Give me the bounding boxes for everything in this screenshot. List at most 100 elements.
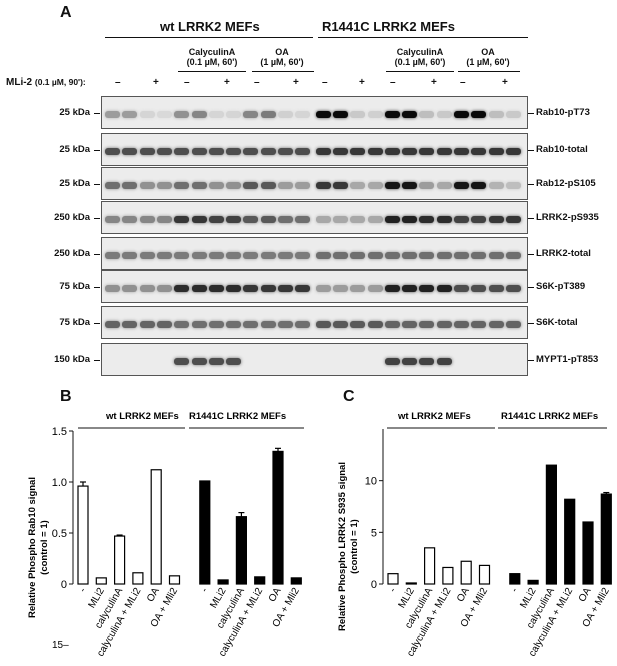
mli2-sign-6: – <box>322 77 328 88</box>
blot-7-band-6 <box>208 357 224 365</box>
blot-1-band-0 <box>105 147 120 155</box>
blot-3-band-0 <box>105 215 120 223</box>
blot-2-band-10 <box>278 181 293 189</box>
chart-0-y-tick-label-2: 1.0 <box>52 477 67 489</box>
blot-6-band-8 <box>243 320 259 328</box>
blot-1-band-14 <box>350 147 366 155</box>
blot-0-band-8 <box>243 110 259 118</box>
chart-1-bar-0-2 <box>423 547 436 585</box>
blot-3-label-tick <box>528 217 534 219</box>
mli2-sign-4: – <box>254 77 260 88</box>
chart-1-bar-0-3 <box>442 566 454 585</box>
chart-1-bar-1-0 <box>509 573 521 585</box>
chart-1-bar-1-2 <box>545 464 557 585</box>
panel-a-letter: A <box>60 4 72 21</box>
blot-1-band-9 <box>260 147 276 155</box>
blot-1-label: Rab10-total <box>536 143 588 155</box>
blot-6-band-13 <box>332 320 348 328</box>
blot-5-band-14 <box>350 284 366 292</box>
calyculin-wt-label: CalyculinA (0.1 µM, 60') <box>186 47 238 67</box>
blot-4-kda-tick <box>94 253 100 255</box>
blot-3-band-19 <box>436 215 452 223</box>
blot-0-kda-marker: 25 kDa <box>59 106 90 118</box>
blot-1-band-21 <box>471 147 487 155</box>
blot-3-band-14 <box>350 215 366 223</box>
blot-3-band-5 <box>191 215 207 223</box>
blot-1-band-17 <box>402 147 418 155</box>
blot-1-band-4 <box>174 147 190 155</box>
blot-0-band-23 <box>505 110 521 118</box>
blot-2-band-21 <box>471 181 487 189</box>
blot-2-band-23 <box>505 181 521 189</box>
blot-1-band-6 <box>208 147 224 155</box>
blot-4-band-5 <box>191 251 207 259</box>
blot-3-band-7 <box>226 215 242 223</box>
blot-4-kda-marker: 250 kDa <box>54 247 90 259</box>
blot-5-band-6 <box>208 284 224 292</box>
blot-6-band-4 <box>174 320 190 328</box>
blot-1-band-8 <box>243 147 259 155</box>
blot-4-band-16 <box>384 251 400 259</box>
blot-1-band-12 <box>315 147 331 155</box>
chart-0-bar-0-5 <box>168 575 181 585</box>
blot-3-band-11 <box>295 215 311 223</box>
blot-1-band-20 <box>454 147 469 155</box>
blot-6-band-14 <box>350 320 366 328</box>
blot-5-band-2 <box>139 284 155 292</box>
chart-0-y-tick-label-3: 1.5 <box>52 426 67 438</box>
blot-4-band-19 <box>436 251 452 259</box>
blot-5-band-21 <box>471 284 487 292</box>
calyculin-wt-underline <box>178 71 246 72</box>
blot-3-band-22 <box>488 215 504 223</box>
blot-6-band-15 <box>367 320 383 328</box>
blot-3-band-15 <box>367 215 383 223</box>
blot-1-band-15 <box>367 147 383 155</box>
blot-5-band-8 <box>243 284 259 292</box>
blot-2-band-4 <box>174 181 190 189</box>
blot-4-band-18 <box>419 251 435 259</box>
chart-0-x-label-0-0: - <box>77 586 88 594</box>
blot-2-band-15 <box>367 181 383 189</box>
blot-5-band-19 <box>436 284 452 292</box>
calyculin-r1441c-label: CalyculinA (0.1 µM, 60') <box>394 47 446 67</box>
blot-1-label-tick <box>528 149 534 151</box>
blot-2-kda-tick <box>94 183 100 185</box>
blot-4-band-2 <box>139 251 155 259</box>
blot-4-image <box>101 237 528 270</box>
blot-4-band-12 <box>315 251 331 259</box>
blot-7-kda-marker: 150 kDa <box>54 353 90 365</box>
blot-2-band-18 <box>419 181 435 189</box>
chart-c-group-wt: wt LRRK2 MEFs <box>397 411 471 422</box>
blot-3-band-18 <box>419 215 435 223</box>
blot-2-band-3 <box>156 181 172 189</box>
chart-1-bar-1-4 <box>582 521 594 585</box>
chart-1-bar-1-3 <box>564 498 576 585</box>
blot-1-band-11 <box>295 147 311 155</box>
chart-c-phospho-lrrk2-s935: wt LRRK2 MEFs R1441C LRRK2 MEFs 0 5 10 Rela… <box>337 411 612 659</box>
blot-3-band-21 <box>471 215 487 223</box>
blot-4-band-3 <box>156 251 172 259</box>
blot-7-band-18 <box>419 357 435 365</box>
blot-2-band-16 <box>384 181 400 189</box>
blot-5-band-12 <box>315 284 331 292</box>
blot-6-label: S6K-total <box>536 316 578 328</box>
blot-3-band-1 <box>122 215 138 223</box>
blot-2-band-14 <box>350 181 366 189</box>
chart-b-stray-label: 15– <box>52 640 69 651</box>
blot-5-label-tick <box>528 286 534 288</box>
blot-2-band-8 <box>243 181 259 189</box>
blot-0-band-17 <box>402 110 418 118</box>
blot-3-band-9 <box>260 215 276 223</box>
blot-0-band-14 <box>350 110 366 118</box>
chart-0-x-label-1-4: OA <box>267 586 284 604</box>
blot-6-band-19 <box>436 320 452 328</box>
blot-2-band-12 <box>315 181 331 189</box>
blot-3-band-20 <box>454 215 469 223</box>
blot-5-band-11 <box>295 284 311 292</box>
blot-4-band-23 <box>505 251 521 259</box>
mli2-sign-3: + <box>224 77 230 88</box>
blot-3-kda-marker: 250 kDa <box>54 211 90 223</box>
blot-1-band-19 <box>436 147 452 155</box>
chart-0-bar-0-1 <box>95 577 107 585</box>
blot-3-band-10 <box>278 215 293 223</box>
